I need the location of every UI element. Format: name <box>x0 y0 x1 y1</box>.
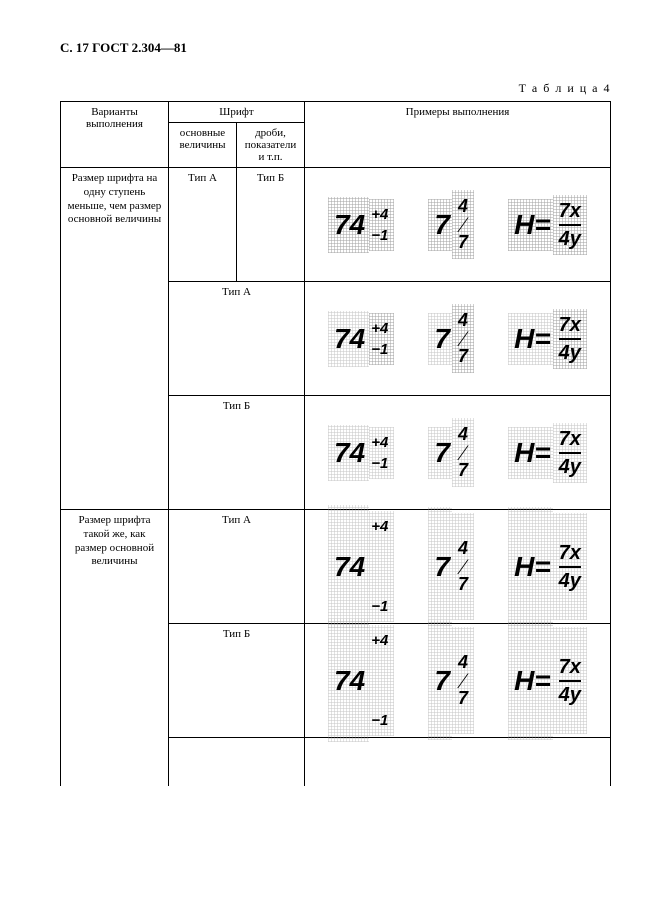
examples-row-1b: 74 +4 −1 7 4 ⁄ 7 <box>305 282 611 396</box>
example-7-4-7: 7 4 ⁄ 7 <box>428 190 474 259</box>
row1-typea-span: Тип А <box>169 282 305 396</box>
document-page: С. 17 ГОСТ 2.304—81 Т а б л и ц а 4 Вари… <box>0 0 646 913</box>
variant-1: Размер шрифта на одну ступень меньше, че… <box>61 168 169 510</box>
main-table: Варианты выполнения Шрифт Примеры выполн… <box>60 101 611 786</box>
example-74-tol: 74 +4 −1 <box>328 505 394 628</box>
empty-examples <box>305 738 611 787</box>
page-header: С. 17 ГОСТ 2.304—81 <box>60 40 611 56</box>
example-74-tol: 74 +4 −1 <box>328 197 394 253</box>
examples-row-2b: 74 +4 −1 7 4 ⁄ 7 <box>305 624 611 738</box>
table-caption: Т а б л и ц а 4 <box>60 81 611 96</box>
example-h-eq: H= 7x 4y <box>508 309 587 369</box>
header-variants: Варианты выполнения <box>61 102 169 168</box>
example-h-eq: H= 7x 4y <box>508 507 587 626</box>
header-font-frac: дроби, показатели и т.п. <box>237 123 305 168</box>
example-7-4-7: 7 4 ⁄ 7 <box>428 418 474 487</box>
row1-font1: Тип А <box>169 168 237 282</box>
example-h-eq: H= 7x 4y <box>508 621 587 740</box>
empty-cell <box>169 738 305 787</box>
example-7-4-7: 7 4 ⁄ 7 <box>428 507 474 626</box>
header-font-group: Шрифт <box>169 102 305 123</box>
row2-typeb: Тип Б <box>169 624 305 738</box>
header-font-main: основные величины <box>169 123 237 168</box>
example-h-eq: H= 7x 4y <box>508 423 587 483</box>
example-7-4-7: 7 4 ⁄ 7 <box>428 621 474 740</box>
example-h-eq: H= 7x 4y <box>508 195 587 255</box>
example-74-tol: 74 +4 −1 <box>328 425 394 481</box>
example-7-4-7: 7 4 ⁄ 7 <box>428 304 474 373</box>
row1-typeb-span: Тип Б <box>169 396 305 510</box>
examples-row-1a: 74 +4 −1 7 4 ⁄ 7 <box>305 168 611 282</box>
row1-font2: Тип Б <box>237 168 305 282</box>
variant-2: Размер шрифта такой же, как размер основ… <box>61 510 169 787</box>
examples-row-2a: 74 +4 −1 7 4 ⁄ 7 <box>305 510 611 624</box>
header-examples: Примеры выполнения <box>305 102 611 168</box>
examples-row-1c: 74 +4 −1 7 4 ⁄ 7 <box>305 396 611 510</box>
example-74-tol: 74 +4 −1 <box>328 311 394 367</box>
example-74-tol: 74 +4 −1 <box>328 619 394 742</box>
row2-typea: Тип А <box>169 510 305 624</box>
